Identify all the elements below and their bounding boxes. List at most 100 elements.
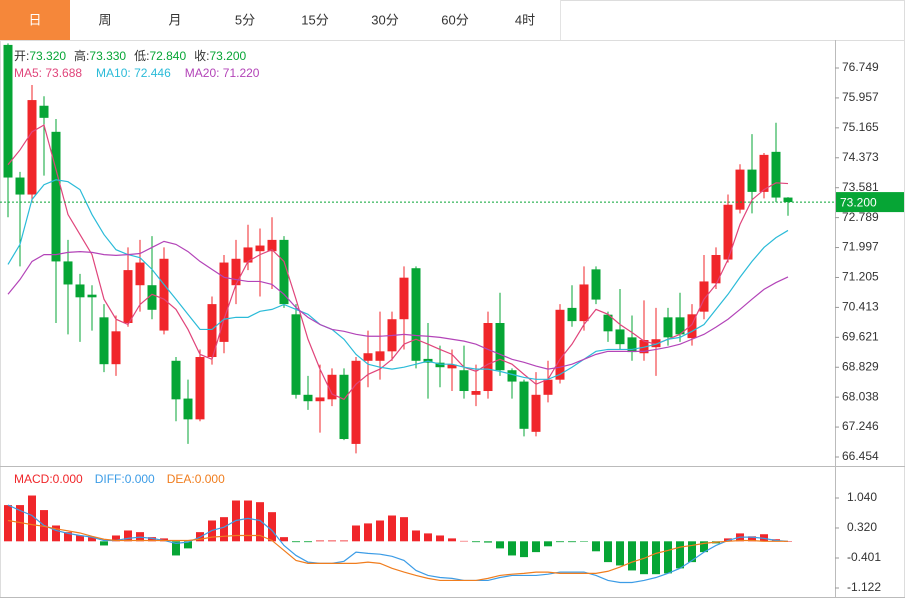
- legend-entry: MACD:0.000: [14, 472, 83, 486]
- candle-body: [399, 277, 409, 320]
- macd-bar: [244, 500, 252, 542]
- candle-body: [351, 360, 361, 444]
- macd-bar: [496, 541, 504, 549]
- candle-body: [87, 294, 97, 298]
- macd-bar: [520, 541, 528, 558]
- macd-bar: [700, 541, 708, 553]
- candle-body: [339, 374, 349, 440]
- candle-body: [303, 394, 313, 402]
- macd-bar: [436, 535, 444, 542]
- macd-bar: [4, 505, 12, 542]
- ohlc-legend-label: 收:: [194, 49, 209, 63]
- candle-body: [627, 337, 637, 353]
- candle-body: [471, 391, 481, 395]
- macd-bar: [112, 535, 120, 542]
- candle-body: [735, 169, 745, 210]
- macd-bar: [340, 540, 348, 542]
- candle-body: [219, 262, 229, 342]
- y-tick-label: 71.997: [842, 240, 879, 254]
- candle-body: [327, 374, 337, 400]
- tab[interactable]: 日: [0, 0, 71, 40]
- candle-body: [675, 317, 685, 335]
- macd-bar: [220, 517, 228, 542]
- macd-bar: [424, 533, 432, 542]
- candle-body: [63, 261, 73, 285]
- legend-entry: DEA:0.000: [167, 472, 225, 486]
- tab[interactable]: 60分: [420, 0, 491, 40]
- tab-background: [420, 0, 490, 40]
- ma-line: [7, 240, 789, 370]
- candle-body: [783, 197, 793, 203]
- macd-bar: [460, 540, 468, 542]
- candle-body: [159, 258, 169, 331]
- macd-bar: [328, 540, 336, 542]
- tab-label: 周: [98, 12, 111, 27]
- candle-body: [231, 258, 241, 286]
- tab[interactable]: 4时: [490, 0, 561, 40]
- y-tick-label: 75.957: [842, 90, 879, 104]
- macd-bar: [724, 538, 732, 542]
- candle-body: [507, 370, 517, 382]
- macd-bar: [688, 541, 696, 563]
- macd-bar: [628, 541, 636, 571]
- candle-body: [699, 281, 709, 312]
- ma-line: [7, 124, 789, 401]
- legend-entry: MA20: 71.220: [185, 66, 260, 80]
- macd-line: [7, 504, 789, 584]
- candle-body: [27, 100, 37, 195]
- y-tick-label: 68.829: [842, 359, 879, 373]
- tab[interactable]: 5分: [210, 0, 281, 40]
- candle-body: [663, 317, 673, 338]
- candle-body: [459, 370, 469, 392]
- macd-bar: [148, 537, 156, 542]
- tab[interactable]: 周: [70, 0, 141, 40]
- candle-body: [591, 269, 601, 300]
- legend-entry: MA10: 72.446: [96, 66, 171, 80]
- macd-bar: [184, 541, 192, 549]
- macd-bar: [556, 541, 564, 543]
- macd-bar: [172, 541, 180, 556]
- ma-line: [7, 179, 789, 380]
- tab-label: 60分: [441, 12, 468, 27]
- candle-body: [279, 239, 289, 305]
- candle-body: [747, 169, 757, 192]
- tab[interactable]: 月: [140, 0, 211, 40]
- candle-body: [147, 285, 157, 310]
- candle-body: [759, 154, 769, 192]
- tab-label: 4时: [515, 12, 535, 27]
- macd-bar: [256, 502, 264, 542]
- y-tick-label: 68.038: [842, 389, 879, 403]
- y-tick-label: 71.205: [842, 270, 879, 284]
- ohlc-legend-value: 72.840: [149, 49, 186, 63]
- candle-body: [375, 351, 385, 361]
- y-tick-label: -0.401: [847, 550, 881, 564]
- ohlc-legend-value: 73.200: [209, 49, 246, 63]
- candle-body: [579, 284, 589, 322]
- macd-bar: [100, 541, 108, 546]
- y-tick-label: 73.581: [842, 180, 879, 194]
- tab[interactable]: 30分: [350, 0, 421, 40]
- macd-bar: [532, 541, 540, 553]
- macd-bar: [376, 520, 384, 542]
- tab-label: 日: [28, 12, 41, 27]
- macd-bar: [268, 512, 276, 542]
- tab[interactable]: 15分: [280, 0, 351, 40]
- macd-bar: [484, 541, 492, 543]
- candle-body: [255, 245, 265, 252]
- tab-background: [210, 0, 280, 40]
- ohlc-legend-label: 低:: [134, 49, 149, 63]
- y-tick-label: 75.165: [842, 120, 879, 134]
- candle-body: [51, 131, 61, 262]
- legend-entry: MA5: 73.688: [14, 66, 82, 80]
- macd-bar: [652, 541, 660, 575]
- candle-body: [3, 44, 13, 178]
- candle-body: [531, 394, 541, 432]
- macd-bar: [580, 541, 588, 542]
- candle-body: [207, 304, 217, 358]
- candle-body: [39, 105, 49, 118]
- y-tick-label: 67.246: [842, 419, 879, 433]
- macd-bar: [280, 537, 288, 542]
- candle-body: [363, 353, 373, 361]
